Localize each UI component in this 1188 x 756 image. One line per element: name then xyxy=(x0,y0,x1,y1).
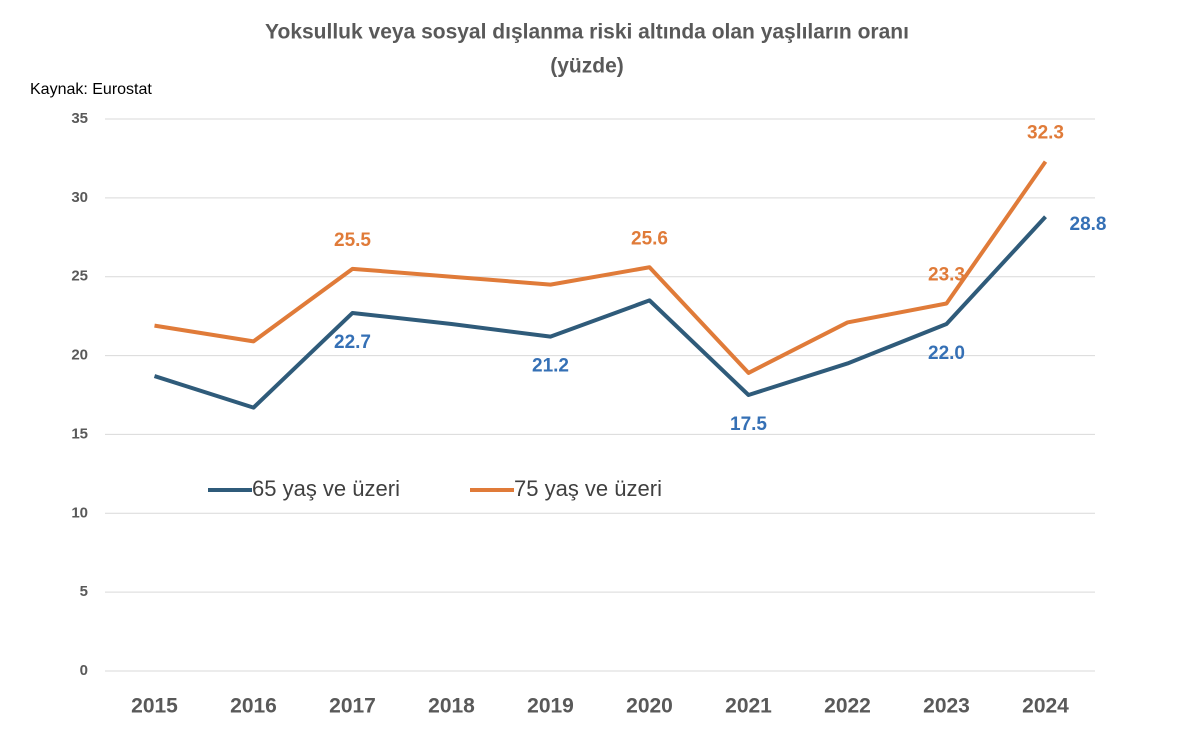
data-label: 21.2 xyxy=(532,356,569,377)
legend-label: 65 yaş ve üzeri xyxy=(252,476,400,501)
data-label: 25.6 xyxy=(631,228,668,249)
y-tick-label: 15 xyxy=(71,425,88,442)
source: Kaynak: Eurostat xyxy=(30,81,152,98)
y-tick-label: 10 xyxy=(71,504,88,521)
x-tick-label: 2021 xyxy=(725,695,772,718)
x-tick-label: 2015 xyxy=(131,695,178,718)
data-label: 25.5 xyxy=(334,230,371,251)
y-tick-label: 25 xyxy=(71,268,88,285)
x-tick-label: 2022 xyxy=(824,695,871,718)
x-tick-label: 2016 xyxy=(230,695,277,718)
x-tick-label: 2017 xyxy=(329,695,376,718)
y-tick-label: 20 xyxy=(71,347,88,364)
y-tick-label: 0 xyxy=(80,662,88,679)
x-tick-label: 2023 xyxy=(923,695,970,718)
x-tick-label: 2020 xyxy=(626,695,673,718)
data-label: 28.8 xyxy=(1070,214,1107,235)
x-tick-label: 2024 xyxy=(1022,695,1069,718)
data-label: 22.0 xyxy=(928,343,965,364)
x-tick-label: 2019 xyxy=(527,695,574,718)
x-tick-label: 2018 xyxy=(428,695,475,718)
data-label: 22.7 xyxy=(334,332,371,353)
legend-label: 75 yaş ve üzeri xyxy=(514,476,662,501)
series-line xyxy=(154,160,1048,375)
data-label: 32.3 xyxy=(1027,123,1064,144)
y-tick-label: 30 xyxy=(71,189,88,206)
y-tick-label: 5 xyxy=(80,583,88,600)
data-label: 23.3 xyxy=(928,265,965,286)
data-label: 17.5 xyxy=(730,414,767,435)
series-line xyxy=(153,215,1047,410)
chart-title: Yoksulluk veya sosyal dışlanma riski alt… xyxy=(265,21,909,44)
chart-subtitle: (yüzde) xyxy=(550,55,624,78)
y-tick-label: 35 xyxy=(71,110,88,127)
